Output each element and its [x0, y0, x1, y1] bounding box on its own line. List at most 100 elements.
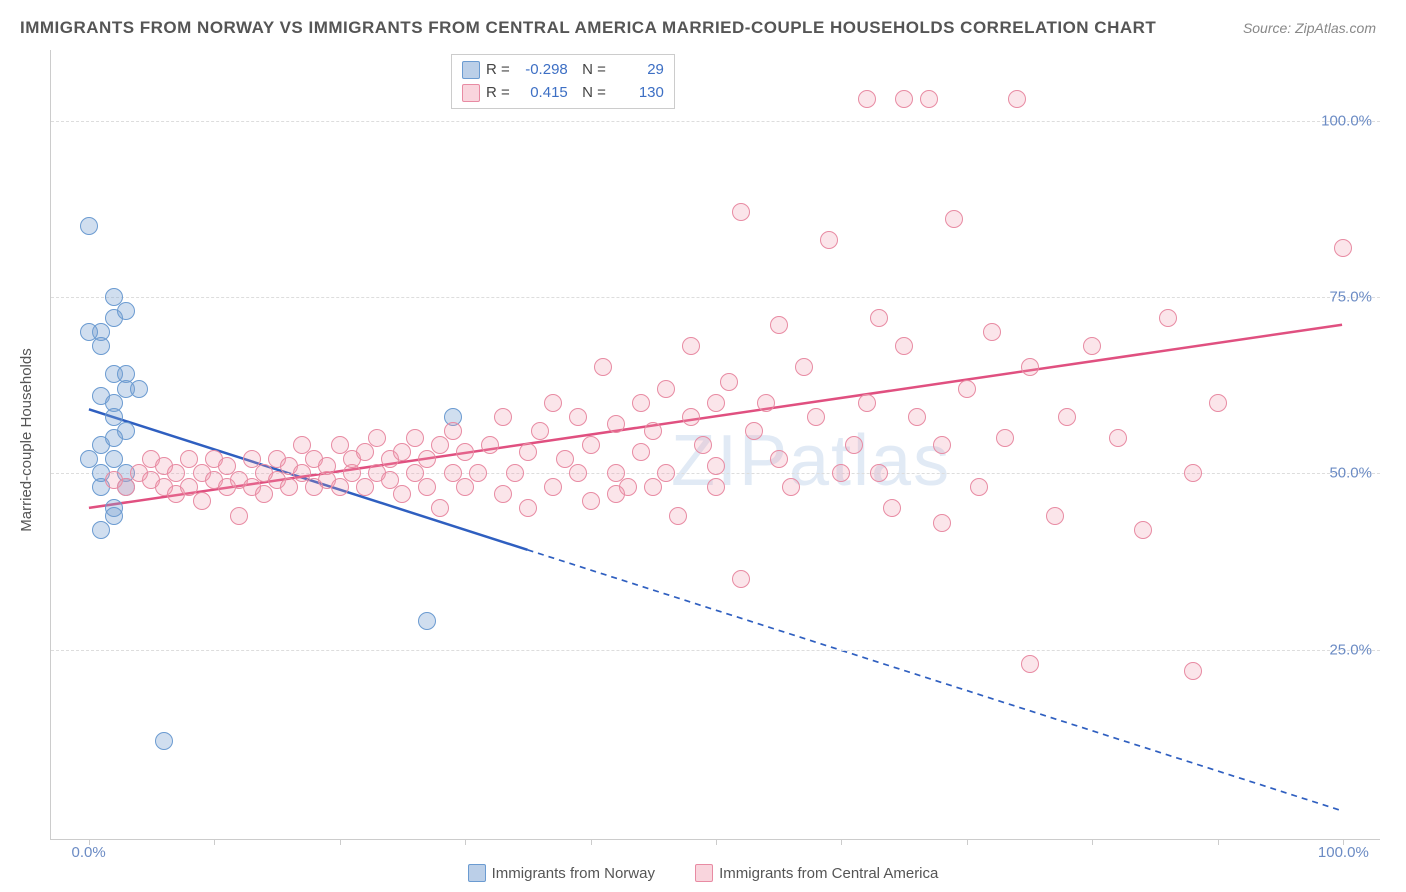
scatter-point-central_america	[230, 507, 248, 525]
scatter-point-central_america	[1021, 358, 1039, 376]
scatter-point-central_america	[1334, 239, 1352, 257]
scatter-point-central_america	[757, 394, 775, 412]
scatter-point-central_america	[531, 422, 549, 440]
scatter-point-central_america	[331, 478, 349, 496]
stat-n-label: N =	[574, 59, 606, 82]
swatch-pink-icon	[462, 84, 480, 102]
scatter-point-central_america	[431, 436, 449, 454]
scatter-point-central_america	[1008, 90, 1026, 108]
scatter-point-central_america	[807, 408, 825, 426]
scatter-point-central_america	[945, 210, 963, 228]
scatter-point-central_america	[607, 415, 625, 433]
x-tick-mark	[465, 839, 466, 845]
scatter-point-central_america	[858, 90, 876, 108]
legend-stats-row: R = -0.298 N = 29	[462, 59, 664, 82]
scatter-point-central_america	[1209, 394, 1227, 412]
scatter-point-central_america	[481, 436, 499, 454]
scatter-point-central_america	[418, 450, 436, 468]
scatter-point-norway	[92, 521, 110, 539]
scatter-point-norway	[105, 507, 123, 525]
scatter-point-central_america	[958, 380, 976, 398]
scatter-point-central_america	[920, 90, 938, 108]
stat-r-label: R =	[486, 82, 510, 105]
x-tick-label: 0.0%	[72, 844, 106, 861]
scatter-point-central_america	[694, 436, 712, 454]
scatter-point-central_america	[1134, 521, 1152, 539]
scatter-point-central_america	[632, 443, 650, 461]
scatter-point-central_america	[1109, 429, 1127, 447]
scatter-point-central_america	[607, 485, 625, 503]
y-tick-label: 75.0%	[1329, 288, 1372, 305]
scatter-point-central_america	[858, 394, 876, 412]
scatter-point-central_america	[870, 464, 888, 482]
swatch-blue-icon	[468, 864, 486, 882]
scatter-point-central_america	[406, 429, 424, 447]
scatter-point-central_america	[544, 394, 562, 412]
scatter-point-central_america	[795, 358, 813, 376]
scatter-point-central_america	[895, 337, 913, 355]
scatter-point-central_america	[506, 464, 524, 482]
scatter-point-central_america	[745, 422, 763, 440]
legend-stats-row: R = 0.415 N = 130	[462, 82, 664, 105]
y-axis-label: Married-couple Households	[18, 348, 35, 531]
scatter-point-central_america	[682, 337, 700, 355]
swatch-pink-icon	[695, 864, 713, 882]
scatter-point-central_america	[732, 203, 750, 221]
scatter-point-central_america	[895, 90, 913, 108]
scatter-point-central_america	[456, 443, 474, 461]
x-tick-label: 100.0%	[1318, 844, 1369, 861]
x-tick-mark	[591, 839, 592, 845]
scatter-point-norway	[105, 450, 123, 468]
stat-n-label: N =	[574, 82, 606, 105]
scatter-point-central_america	[569, 464, 587, 482]
scatter-point-central_america	[569, 408, 587, 426]
scatter-point-central_america	[418, 478, 436, 496]
scatter-point-central_america	[1159, 309, 1177, 327]
plot-area: ZIPatlas R = -0.298 N = 29 R = 0.415 N =…	[50, 50, 1380, 840]
chart-container: IMMIGRANTS FROM NORWAY VS IMMIGRANTS FRO…	[0, 0, 1406, 892]
scatter-point-central_america	[1184, 464, 1202, 482]
scatter-point-norway	[117, 302, 135, 320]
stat-r-value: -0.298	[516, 59, 568, 82]
y-tick-label: 100.0%	[1321, 112, 1372, 129]
scatter-point-central_america	[456, 478, 474, 496]
scatter-point-central_america	[983, 323, 1001, 341]
scatter-point-central_america	[494, 485, 512, 503]
y-tick-label: 25.0%	[1329, 641, 1372, 658]
legend-item-label: Immigrants from Central America	[719, 865, 938, 882]
scatter-point-central_america	[707, 457, 725, 475]
x-tick-mark	[1218, 839, 1219, 845]
scatter-point-central_america	[707, 478, 725, 496]
trendline-norway-dashed	[528, 550, 1343, 811]
scatter-point-central_america	[657, 464, 675, 482]
scatter-point-central_america	[582, 436, 600, 454]
source-label: Source: ZipAtlas.com	[1243, 20, 1376, 36]
stat-r-label: R =	[486, 59, 510, 82]
scatter-point-central_america	[682, 408, 700, 426]
x-tick-mark	[1092, 839, 1093, 845]
x-tick-mark	[340, 839, 341, 845]
scatter-point-central_america	[644, 422, 662, 440]
x-tick-mark	[716, 839, 717, 845]
legend-item-label: Immigrants from Norway	[492, 865, 655, 882]
stat-n-value: 29	[612, 59, 664, 82]
scatter-point-central_america	[519, 443, 537, 461]
scatter-point-central_america	[193, 492, 211, 510]
scatter-point-central_america	[770, 450, 788, 468]
scatter-point-central_america	[117, 478, 135, 496]
scatter-point-central_america	[1058, 408, 1076, 426]
stat-n-value: 130	[612, 82, 664, 105]
scatter-point-central_america	[996, 429, 1014, 447]
stat-r-value: 0.415	[516, 82, 568, 105]
trend-lines-svg	[51, 50, 1380, 839]
legend-stats-box: R = -0.298 N = 29 R = 0.415 N = 130	[451, 54, 675, 109]
scatter-point-central_america	[1083, 337, 1101, 355]
scatter-point-norway	[155, 732, 173, 750]
swatch-blue-icon	[462, 61, 480, 79]
scatter-point-central_america	[1184, 662, 1202, 680]
scatter-point-central_america	[707, 394, 725, 412]
scatter-point-central_america	[732, 570, 750, 588]
x-tick-mark	[214, 839, 215, 845]
scatter-point-central_america	[644, 478, 662, 496]
scatter-point-central_america	[820, 231, 838, 249]
